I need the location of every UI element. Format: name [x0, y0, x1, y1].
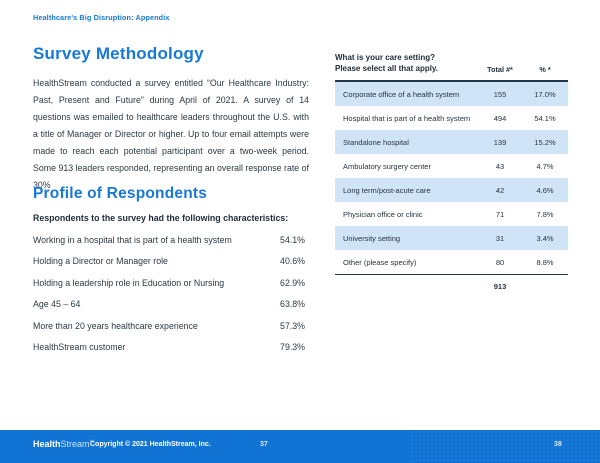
characteristic-label: Holding a Director or Manager role — [33, 256, 168, 266]
table-row: Ambulatory surgery center 43 4.7% — [335, 154, 568, 178]
row-label: Long term/post-acute care — [343, 185, 431, 195]
characteristic-row: More than 20 years healthcare experience… — [33, 321, 305, 331]
row-label: Ambulatory surgery center — [343, 161, 431, 171]
care-setting-table-header: What is your care setting? Please select… — [335, 52, 568, 74]
characteristic-label: Working in a hospital that is part of a … — [33, 234, 232, 245]
section-title-profile-of-respondents: Profile of Respondents — [33, 185, 208, 202]
row-label: University setting — [343, 233, 401, 243]
characteristic-value: 54.1% — [280, 234, 305, 245]
table-question: What is your care setting? Please select… — [335, 52, 478, 74]
table-row: University setting 31 3.4% — [335, 226, 568, 250]
page-number-left: 37 — [260, 441, 268, 448]
row-label: Standalone hospital — [343, 137, 409, 147]
column-header-total: Total #* — [487, 65, 513, 74]
characteristic-label: More than 20 years healthcare experience — [33, 320, 198, 331]
table-row: Standalone hospital 139 15.2% — [335, 130, 568, 154]
table-header-rule — [335, 80, 568, 82]
row-percent: 3.4% — [536, 233, 554, 243]
row-percent: 4.6% — [536, 185, 554, 195]
table-footer-rule — [335, 274, 568, 275]
row-total: 80 — [495, 257, 505, 267]
page-footer-bar: HealthStream™ Copyright © 2021 HealthStr… — [0, 430, 600, 463]
row-label: Corporate office of a health system — [343, 89, 460, 99]
logo-text-bold: Health — [33, 439, 61, 449]
row-percent: 4.7% — [536, 161, 554, 171]
characteristic-row: Holding a Director or Manager role 40.6% — [33, 256, 305, 266]
care-setting-table: What is your care setting? Please select… — [335, 52, 568, 291]
characteristic-label: Holding a leadership role in Education o… — [33, 277, 225, 288]
characteristic-value: 62.9% — [280, 277, 305, 288]
table-row: Other (please specify) 80 8.8% — [335, 250, 568, 274]
page-number-right: 38 — [554, 441, 562, 448]
characteristic-value: 57.3% — [280, 320, 305, 331]
characteristic-row: Holding a leadership role in Education o… — [33, 278, 305, 288]
row-percent: 8.8% — [536, 257, 554, 267]
section-survey-methodology: Survey Methodology HealthStream conducte… — [33, 44, 309, 194]
row-total: 71 — [495, 209, 505, 219]
row-percent: 15.2% — [534, 137, 556, 147]
running-header: Healthcare's Big Disruption: Appendix — [33, 13, 170, 22]
logo-text-light: Stream — [60, 439, 90, 449]
characteristic-value: 63.8% — [280, 299, 305, 309]
table-total-row: 913 — [335, 282, 568, 291]
grand-total-value: 913 — [493, 282, 507, 291]
row-percent: 17.0% — [534, 89, 556, 99]
row-total: 494 — [493, 113, 507, 123]
characteristic-row: Age 45 – 64 63.8% — [33, 299, 305, 309]
profile-intro-text: Respondents to the survey had the follow… — [33, 213, 289, 223]
section-title-survey-methodology: Survey Methodology — [33, 44, 204, 63]
row-label: Other (please specify) — [343, 257, 417, 267]
characteristic-label: Age 45 – 64 — [33, 299, 81, 309]
survey-methodology-paragraph: HealthStream conducted a survey entitled… — [33, 78, 309, 190]
characteristic-row: HealthStream customer 79.3% — [33, 342, 305, 352]
healthstream-logo: HealthStream™ — [33, 439, 94, 449]
row-total: 31 — [495, 233, 505, 243]
row-total: 42 — [495, 185, 505, 195]
row-label: Hospital that is part of a health system — [343, 113, 471, 123]
table-row: Long term/post-acute care 42 4.6% — [335, 178, 568, 202]
row-percent: 7.8% — [536, 209, 554, 219]
table-row: Corporate office of a health system 155 … — [335, 82, 568, 106]
table-question-line2: Please select all that apply. — [335, 64, 439, 73]
copyright-text: Copyright © 2021 HealthStream, Inc. — [90, 441, 211, 448]
row-total: 139 — [493, 137, 507, 147]
row-percent: 54.1% — [534, 113, 556, 123]
characteristic-row: Working in a hospital that is part of a … — [33, 235, 305, 245]
characteristic-value: 40.6% — [280, 256, 305, 266]
table-question-line1: What is your care setting? — [335, 53, 436, 62]
trademark-symbol: ™ — [89, 439, 95, 444]
row-label: Physician office or clinic — [343, 209, 423, 219]
row-total: 155 — [493, 89, 507, 99]
column-header-percent: % * — [539, 65, 551, 74]
table-row: Physician office or clinic 71 7.8% — [335, 202, 568, 226]
characteristic-label: HealthStream customer — [33, 342, 126, 352]
row-total: 43 — [495, 161, 505, 171]
characteristic-value: 79.3% — [280, 342, 305, 352]
table-row: Hospital that is part of a health system… — [335, 106, 568, 130]
section-profile-of-respondents: Profile of Respondents Respondents to th… — [33, 185, 305, 352]
